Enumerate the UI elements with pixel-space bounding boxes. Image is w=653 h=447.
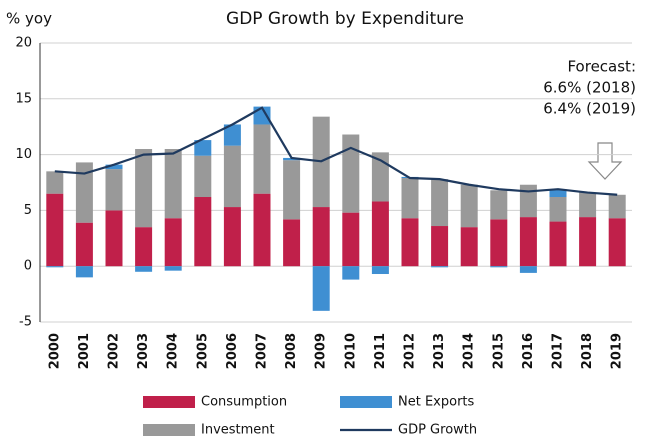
x-tick-label: 2000: [47, 333, 62, 369]
x-tick-label: 2009: [314, 333, 329, 369]
bar: [283, 157, 301, 161]
bar: [253, 193, 271, 267]
bar: [371, 266, 389, 275]
bar: [135, 266, 153, 272]
bar: [401, 178, 419, 219]
annotation: Forecast:: [567, 58, 636, 76]
bar: [460, 184, 478, 228]
bar: [46, 266, 64, 268]
x-tick-label: 2018: [580, 333, 595, 369]
annotation: 6.6% (2018): [543, 79, 636, 97]
y-axis-label: % yoy: [6, 10, 52, 28]
bar: [312, 207, 330, 267]
x-tick-label: 2017: [551, 333, 566, 369]
bar: [75, 162, 93, 223]
bar: [549, 189, 567, 198]
bar: [342, 134, 360, 213]
bar: [46, 171, 64, 194]
bar: [223, 207, 241, 267]
legend-label: Investment: [201, 423, 275, 438]
bar: [253, 124, 271, 194]
legend-label: Net Exports: [398, 395, 475, 410]
x-tick-label: 2016: [521, 333, 536, 369]
bar: [164, 149, 182, 219]
y-tick-label: 0: [24, 259, 32, 274]
chart-title: GDP Growth by Expenditure: [226, 9, 464, 29]
bar: [460, 227, 478, 267]
bar: [75, 222, 93, 267]
bar: [312, 266, 330, 311]
bar: [223, 145, 241, 208]
bar: [194, 140, 212, 156]
forecast-arrow: [587, 142, 623, 180]
bar: [194, 197, 212, 267]
x-tick-label: 2004: [166, 333, 181, 369]
bar: [223, 124, 241, 146]
bar: [579, 192, 597, 218]
x-tick-label: 2005: [195, 333, 210, 369]
bar: [342, 266, 360, 280]
bar: [519, 217, 537, 267]
bar: [431, 179, 449, 227]
x-tick-label: 2019: [610, 333, 625, 369]
x-tick-label: 2014: [462, 333, 477, 369]
y-tick-label: 15: [15, 91, 32, 106]
annotation: 6.4% (2019): [543, 100, 636, 118]
bar: [371, 152, 389, 202]
legend-label: GDP Growth: [398, 423, 477, 438]
bar: [490, 219, 508, 267]
x-tick-label: 2011: [373, 333, 388, 369]
x-tick-label: 2013: [432, 333, 447, 369]
bar: [549, 221, 567, 267]
legend-swatch: [143, 396, 195, 408]
bar: [519, 266, 537, 273]
bar: [283, 160, 301, 220]
bar: [549, 197, 567, 222]
bar: [608, 194, 626, 219]
x-tick-label: 2006: [225, 333, 240, 369]
bar: [105, 164, 123, 170]
x-tick-label: 2012: [403, 333, 418, 369]
legend-swatch: [340, 396, 392, 408]
bar: [608, 218, 626, 267]
x-tick-label: 2015: [491, 333, 506, 369]
line: [54, 106, 618, 196]
bar: [490, 266, 508, 268]
bar: [401, 218, 419, 267]
bar: [431, 226, 449, 267]
bar: [490, 190, 508, 220]
x-tick-label: 2001: [77, 333, 92, 369]
bar: [164, 218, 182, 267]
legend-swatch: [143, 424, 195, 436]
x-tick-label: 2008: [284, 333, 299, 369]
x-tick-label: 2007: [255, 333, 270, 369]
x-tick-label: 2010: [343, 333, 358, 369]
bar: [579, 217, 597, 267]
y-tick-label: 10: [15, 147, 32, 162]
bar: [105, 169, 123, 211]
bar: [283, 219, 301, 267]
bar: [519, 184, 537, 218]
y-tick-label: 5: [24, 203, 32, 218]
bar: [342, 212, 360, 267]
y-tick-label: 20: [15, 36, 32, 51]
bar: [135, 149, 153, 228]
x-tick-label: 2002: [107, 333, 122, 369]
bar: [135, 227, 153, 267]
bar: [164, 266, 182, 271]
bar: [46, 193, 64, 267]
bar: [194, 155, 212, 198]
bar: [75, 266, 93, 278]
bar: [371, 201, 389, 267]
bar: [431, 266, 449, 268]
x-tick-label: 2003: [136, 333, 151, 369]
legend-label: Consumption: [201, 395, 287, 410]
bar: [105, 210, 123, 267]
y-tick-label: -5: [19, 315, 32, 330]
